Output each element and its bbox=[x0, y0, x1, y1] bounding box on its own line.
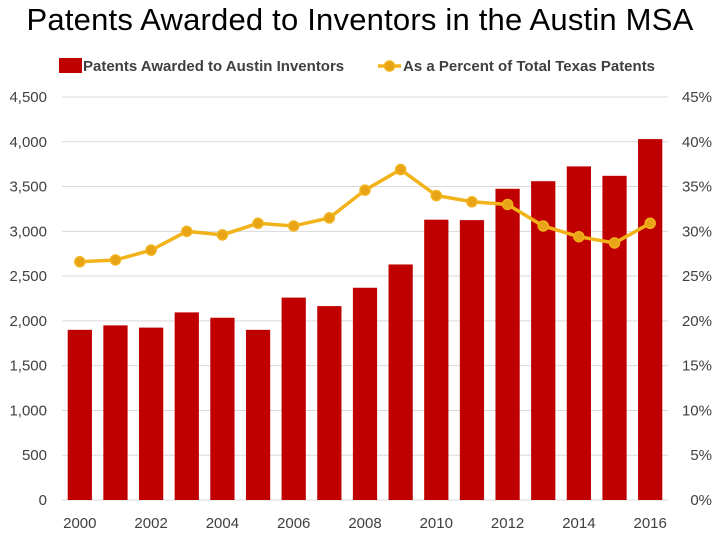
y-right-tick-label: 0% bbox=[690, 492, 712, 509]
y-right-tick-label: 20% bbox=[682, 313, 712, 330]
percent-point-2014 bbox=[573, 230, 585, 243]
bar-2002 bbox=[138, 327, 164, 500]
y-right-tick-label: 45% bbox=[682, 89, 712, 106]
y-left-tick-label: 3,500 bbox=[9, 179, 47, 196]
percent-point-2006 bbox=[287, 220, 300, 232]
bar-2015 bbox=[602, 175, 627, 500]
line-series bbox=[74, 163, 656, 268]
percent-point-2013 bbox=[537, 220, 549, 232]
y-right-tick-label: 10% bbox=[682, 402, 712, 419]
bar-2010 bbox=[424, 219, 449, 501]
y-axis-right: 0% 5% 10% 15% 20% 25% 30% 35% 40% 45% bbox=[682, 89, 712, 509]
bar-2007 bbox=[317, 306, 342, 500]
percent-point-2009 bbox=[394, 163, 407, 176]
y-left-tick-label: 2,500 bbox=[9, 268, 47, 285]
y-right-tick-label: 15% bbox=[682, 358, 712, 375]
bar-2005 bbox=[245, 329, 271, 500]
percent-point-2000 bbox=[74, 256, 86, 268]
x-tick-label: 2010 bbox=[420, 515, 453, 532]
bar-2006 bbox=[281, 297, 306, 500]
y-left-tick-label: 4,000 bbox=[9, 134, 47, 151]
y-left-tick-label: 3,000 bbox=[9, 223, 47, 240]
bar-2001 bbox=[103, 325, 128, 500]
x-axis: 2000 2002 2004 2006 2008 2010 2012 2014 2016 bbox=[63, 515, 667, 532]
legend: Patents Awarded to Austin Inventors As a… bbox=[59, 58, 655, 75]
bar-2016 bbox=[638, 139, 663, 500]
y-left-tick-label: 1,000 bbox=[9, 402, 47, 419]
percent-point-2010 bbox=[430, 189, 443, 202]
percent-point-2012 bbox=[501, 198, 514, 211]
y-left-tick-label: 500 bbox=[22, 447, 47, 464]
percent-line bbox=[79, 167, 652, 264]
legend-swatch-bar bbox=[59, 58, 82, 73]
x-tick-label: 2008 bbox=[348, 515, 381, 532]
y-right-tick-label: 30% bbox=[682, 223, 712, 240]
y-right-tick-label: 35% bbox=[682, 179, 712, 196]
bar-2014 bbox=[566, 166, 592, 500]
legend-label-line: As a Percent of Total Texas Patents bbox=[403, 58, 655, 75]
percent-point-2005 bbox=[252, 217, 264, 230]
x-tick-label: 2002 bbox=[134, 515, 167, 532]
percent-point-2002 bbox=[145, 244, 157, 256]
chart-title: Patents Awarded to Inventors in the Aust… bbox=[26, 2, 694, 37]
y-left-tick-label: 1,500 bbox=[9, 358, 47, 375]
y-left-tick-label: 0 bbox=[39, 492, 47, 509]
y-right-tick-label: 5% bbox=[690, 447, 712, 464]
y-right-tick-label: 40% bbox=[682, 134, 712, 151]
bar-series bbox=[67, 139, 663, 501]
percent-point-2008 bbox=[359, 184, 371, 196]
bar-2012 bbox=[495, 188, 520, 501]
x-tick-label: 2006 bbox=[277, 515, 310, 532]
bar-2000 bbox=[67, 329, 92, 500]
percent-point-2016 bbox=[644, 217, 656, 230]
bar-2003 bbox=[174, 312, 199, 500]
percent-point-2003 bbox=[181, 225, 193, 238]
y-left-tick-label: 4,500 bbox=[9, 89, 47, 106]
percent-point-2007 bbox=[323, 212, 336, 224]
legend-label-bar: Patents Awarded to Austin Inventors bbox=[83, 58, 344, 75]
y-right-tick-label: 25% bbox=[682, 268, 712, 285]
x-tick-label: 2012 bbox=[491, 515, 524, 532]
y-left-tick-label: 2,000 bbox=[9, 313, 47, 330]
x-tick-label: 2016 bbox=[633, 515, 666, 532]
bar-2011 bbox=[459, 220, 485, 500]
bar-2013 bbox=[531, 181, 556, 500]
percent-point-2011 bbox=[466, 196, 478, 208]
x-tick-label: 2004 bbox=[206, 515, 239, 532]
percent-point-2015 bbox=[608, 237, 621, 249]
percent-point-2004 bbox=[216, 229, 229, 241]
y-axis-left: 0 500 1,000 1,500 2,000 2,500 3,000 3,500 4,000 4… bbox=[9, 89, 47, 509]
legend-swatch-marker bbox=[383, 60, 396, 72]
bar-2008 bbox=[352, 287, 378, 500]
percent-point-2001 bbox=[109, 254, 122, 266]
x-tick-label: 2000 bbox=[63, 515, 96, 532]
bar-2009 bbox=[388, 264, 413, 500]
x-tick-label: 2014 bbox=[562, 515, 595, 532]
bar-2004 bbox=[210, 317, 235, 500]
